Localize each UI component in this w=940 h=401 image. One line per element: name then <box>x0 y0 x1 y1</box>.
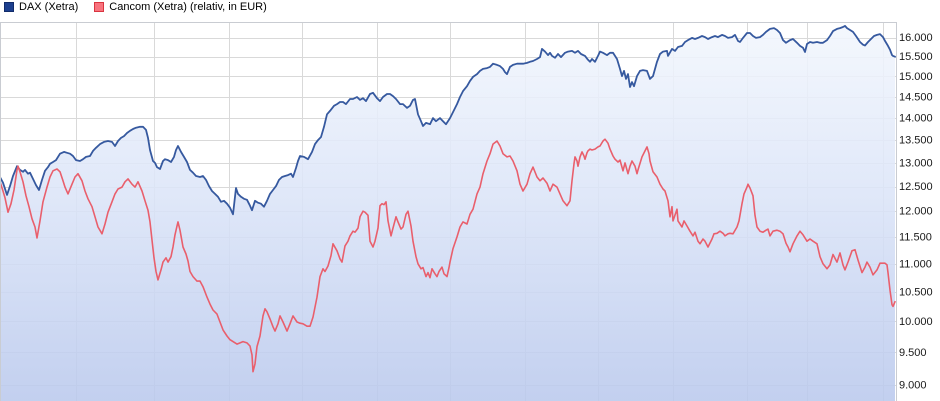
legend-label-dax: DAX (Xetra) <box>19 1 79 13</box>
y-axis-label: 13.500 <box>899 135 933 147</box>
dax-area-fill <box>0 25 895 401</box>
y-axis-label: 14.500 <box>899 92 933 104</box>
plot-border <box>0 22 897 401</box>
y-axis-label: 9.000 <box>899 380 927 392</box>
legend-label-cancom: Cancom (Xetra) (relativ, in EUR) <box>109 1 267 13</box>
dax-line <box>0 24 896 216</box>
y-axis-label: 15.500 <box>899 51 933 63</box>
dax-series-swatch-icon <box>4 2 14 12</box>
y-axis-label: 14.000 <box>899 113 933 125</box>
legend-item-cancom: Cancom (Xetra) (relativ, in EUR) <box>94 1 267 13</box>
y-axis-label: 10.500 <box>899 286 933 298</box>
y-axis-label: 15.000 <box>899 71 933 83</box>
y-axis-label: 10.000 <box>899 316 933 328</box>
y-axis-label: 9.500 <box>899 347 927 359</box>
y-axis-labels: 16.000 15.500 15.000 14.500 14.000 13.500 13.0… <box>899 32 933 392</box>
chart-legend: DAX (Xetra) Cancom (Xetra) (relativ, in … <box>4 1 267 13</box>
y-axis-label: 11.500 <box>899 231 932 243</box>
series-layer <box>0 24 896 401</box>
legend-item-dax: DAX (Xetra) <box>4 1 78 13</box>
y-axis-label: 11.000 <box>899 258 932 270</box>
y-axis-label: 16.000 <box>899 32 933 44</box>
y-axis-label: 13.000 <box>899 157 933 169</box>
cancom-series-swatch-icon <box>94 2 105 12</box>
y-axis-label: 12.500 <box>899 181 933 193</box>
y-axis-label: 12.000 <box>899 206 933 218</box>
cancom-line <box>0 138 896 373</box>
